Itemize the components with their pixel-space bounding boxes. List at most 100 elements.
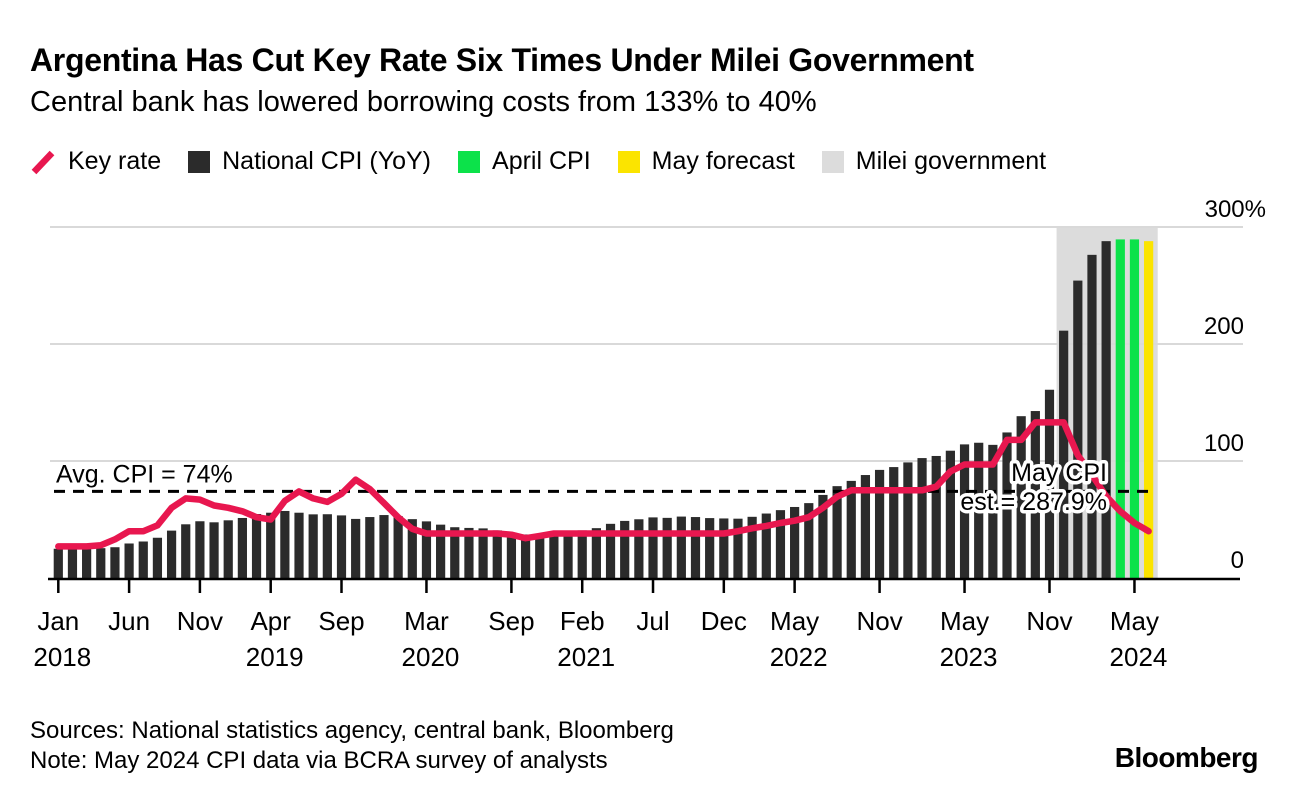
legend-item-may-forecast: May forecast bbox=[617, 147, 795, 176]
cpi-bar bbox=[506, 535, 517, 578]
cpi-bar bbox=[974, 442, 984, 578]
cpi-bar bbox=[365, 517, 375, 578]
cpi-bar bbox=[110, 547, 120, 578]
cpi-bar bbox=[1101, 241, 1111, 579]
chart-legend: Key rate National CPI (YoY) April CPI May f… bbox=[30, 147, 1046, 176]
may-cpi-annotation-line2: est.= 287.9% bbox=[960, 488, 1107, 516]
cpi-bar bbox=[988, 444, 998, 578]
cpi-bar bbox=[733, 518, 743, 578]
x-tick-month-label: Dec bbox=[701, 606, 747, 636]
cpi-bar bbox=[549, 535, 559, 578]
april-cpi-swatch-icon bbox=[458, 150, 481, 173]
x-tick-year-label: 2019 bbox=[246, 642, 304, 672]
cpi-bar bbox=[620, 520, 630, 578]
cpi-bar bbox=[124, 543, 134, 578]
cpi-bar bbox=[322, 514, 332, 578]
key-rate-line bbox=[55, 419, 1152, 550]
cpi-bar bbox=[237, 517, 247, 578]
cpi-bar bbox=[832, 486, 842, 578]
cpi-bar bbox=[535, 536, 545, 578]
cpi-bar bbox=[209, 522, 219, 578]
x-tick-month-label: Jan bbox=[37, 606, 79, 636]
cpi-bar bbox=[407, 519, 417, 578]
cpi-bar bbox=[53, 548, 63, 578]
cpi-bar bbox=[421, 521, 432, 578]
cpi-bar bbox=[181, 524, 191, 578]
cpi-bar bbox=[790, 506, 800, 578]
cpi-bar bbox=[379, 515, 389, 578]
cpi-bar bbox=[166, 530, 177, 578]
footer: Sources: National statistics agency, cen… bbox=[30, 716, 674, 776]
cpi-bar bbox=[577, 530, 587, 578]
x-tick-month-label: May bbox=[770, 606, 819, 636]
cpi-bar bbox=[690, 517, 701, 578]
april-cpi-bar bbox=[1129, 239, 1140, 579]
x-tick-year-label: 2020 bbox=[402, 642, 460, 672]
cpi-bar bbox=[959, 444, 970, 578]
cpi-bar bbox=[138, 541, 148, 578]
national-cpi-swatch-icon bbox=[188, 150, 211, 173]
cpi-bar bbox=[280, 510, 290, 578]
x-tick-month-label: Nov bbox=[856, 606, 902, 636]
x-tick-month-label: Jul bbox=[636, 606, 669, 636]
x-tick-month-label: May bbox=[1110, 606, 1159, 636]
cpi-bar bbox=[251, 514, 262, 578]
page-title: Argentina Has Cut Key Rate Six Times Und… bbox=[30, 42, 974, 78]
x-tick-month-label: Mar bbox=[404, 606, 449, 636]
y-axis-label-300: 300% bbox=[1205, 196, 1266, 223]
cpi-bar bbox=[336, 515, 347, 578]
cpi-bar bbox=[266, 512, 276, 578]
cpi-bar bbox=[436, 524, 446, 578]
cpi-bar bbox=[917, 458, 927, 578]
cpi-bar bbox=[648, 517, 658, 578]
cpi-bar bbox=[223, 520, 233, 578]
legend-label: Key rate bbox=[68, 147, 162, 175]
cpi-bar bbox=[931, 455, 941, 578]
legend-item-national-cpi: National CPI (YoY) bbox=[188, 147, 431, 176]
bloomberg-logo: Bloomberg bbox=[1114, 742, 1259, 773]
sources-line: Sources: National statistics agency, cen… bbox=[30, 717, 674, 744]
milei-government-swatch-icon bbox=[821, 150, 844, 173]
cpi-bar bbox=[1059, 330, 1069, 578]
note-line: Note: May 2024 CPI data via BCRA survey … bbox=[30, 747, 608, 774]
x-tick-year-label: 2018 bbox=[33, 642, 91, 672]
cpi-bar bbox=[945, 450, 955, 578]
x-tick-year-label: 2023 bbox=[940, 642, 998, 672]
cpi-bar bbox=[308, 514, 318, 578]
legend-item-key-rate: Key rate bbox=[30, 147, 161, 176]
cpi-bar bbox=[152, 537, 163, 578]
may-forecast-swatch-icon bbox=[617, 150, 640, 173]
april-cpi-bar bbox=[1115, 239, 1125, 579]
x-tick-month-label: Jun bbox=[108, 606, 150, 636]
x-tick-month-label: Feb bbox=[560, 606, 605, 636]
cpi-bar bbox=[775, 510, 786, 578]
cpi-bar bbox=[492, 530, 502, 578]
cpi-bar bbox=[82, 548, 92, 578]
legend-label: National CPI (YoY) bbox=[222, 147, 432, 175]
legend-label: April CPI bbox=[492, 147, 591, 175]
x-tick-year-label: 2022 bbox=[770, 642, 828, 672]
cpi-bar bbox=[719, 518, 729, 578]
x-tick-month-label: Apr bbox=[250, 606, 291, 636]
cpi-bar bbox=[605, 523, 616, 578]
cpi-bar bbox=[1073, 280, 1083, 578]
cpi-bar bbox=[450, 527, 460, 578]
y-axis-label-100: 100 bbox=[1204, 430, 1244, 457]
y-axis-label-200: 200 bbox=[1204, 313, 1244, 340]
page-subtitle: Central bank has lowered borrowing costs… bbox=[30, 86, 817, 118]
x-tick-month-label: Sep bbox=[488, 606, 534, 636]
cpi-bar bbox=[96, 548, 106, 578]
cpi-bar bbox=[903, 462, 913, 578]
legend-item-milei-government: Milei government bbox=[821, 147, 1046, 176]
may-cpi-annotation-line1: May CPI bbox=[1011, 459, 1107, 487]
x-tick-month-label: Nov bbox=[177, 606, 223, 636]
key-rate-line-icon bbox=[31, 150, 55, 174]
x-tick-year-label: 2021 bbox=[557, 642, 615, 672]
cpi-bar bbox=[761, 513, 771, 578]
legend-label: May forecast bbox=[651, 147, 795, 175]
cpi-bar bbox=[393, 516, 403, 578]
x-tick-month-label: Sep bbox=[318, 606, 364, 636]
cpi-bar bbox=[1016, 416, 1026, 578]
